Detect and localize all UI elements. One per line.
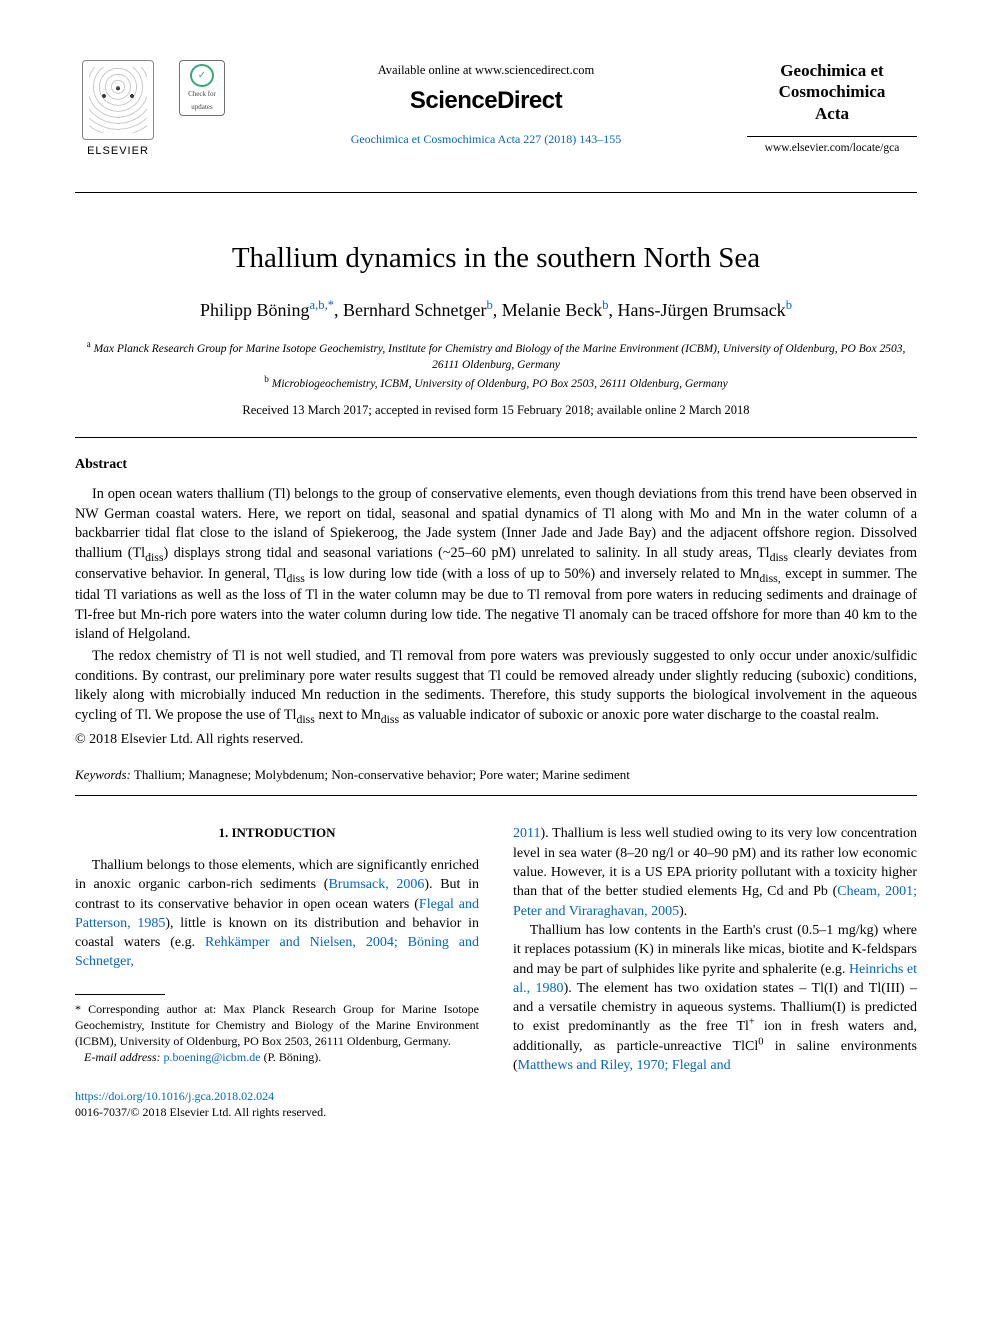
keywords-label: Keywords: <box>75 767 131 782</box>
author-3-affil-marks[interactable]: b <box>602 298 608 312</box>
ref-matthews-riley-1970[interactable]: Matthews and Riley, 1970; Flegal and <box>518 1058 731 1073</box>
author-1-corresponding-star[interactable]: * <box>328 298 334 312</box>
author-4: Hans-Jürgen Brumsackb <box>618 300 792 320</box>
ref-brumsack-2006[interactable]: Brumsack, 2006 <box>328 877 424 892</box>
ref-boning-schnetger-2011[interactable]: 2011 <box>513 826 540 841</box>
elsevier-logo: ELSEVIER <box>75 60 161 159</box>
corresponding-email-link[interactable]: p.boening@icbm.de <box>164 1050 261 1064</box>
elsevier-tree-icon <box>82 60 154 140</box>
issn-copyright-line: 0016-7037/© 2018 Elsevier Ltd. All right… <box>75 1104 479 1120</box>
sub-diss-2: diss <box>770 550 788 564</box>
intro-paragraph-1: Thallium belongs to those elements, whic… <box>75 856 479 972</box>
author-3: Melanie Beckb <box>502 300 609 320</box>
elsevier-wordmark: ELSEVIER <box>87 144 149 159</box>
bottom-block: https://doi.org/10.1016/j.gca.2018.02.02… <box>75 1088 479 1120</box>
available-online-line: Available online at www.sciencedirect.co… <box>243 62 729 79</box>
corresponding-author-footnote: * Corresponding author at: Max Planck Re… <box>75 1001 479 1050</box>
page-header: ELSEVIER ✓ Check for updates Available o… <box>75 60 917 190</box>
affiliation-b: b Microbiogeochemistry, ICBM, University… <box>75 373 917 392</box>
crossmark-label-1: Check for <box>188 90 216 99</box>
keywords-line: Keywords: Thallium; Managnese; Molybdenu… <box>75 766 917 784</box>
doi-link[interactable]: https://doi.org/10.1016/j.gca.2018.02.02… <box>75 1088 479 1104</box>
header-center: Available online at www.sciencedirect.co… <box>243 60 729 147</box>
right-column: 2011). Thallium is less well studied owi… <box>513 824 917 1120</box>
keywords-text: Thallium; Managnese; Molybdenum; Non-con… <box>131 767 630 782</box>
journal-url[interactable]: www.elsevier.com/locate/gca <box>747 141 917 157</box>
affiliation-a: a Max Planck Research Group for Marine I… <box>75 338 917 373</box>
sub-diss-6: diss <box>381 712 399 726</box>
abstract-heading: Abstract <box>75 456 917 475</box>
abstract-copyright: © 2018 Elsevier Ltd. All rights reserved… <box>75 731 917 750</box>
article-dates: Received 13 March 2017; accepted in revi… <box>75 402 917 419</box>
journal-rule <box>747 136 917 137</box>
author-1: Philipp Böninga,b,* <box>200 300 334 320</box>
author-1-affil-marks[interactable]: a,b, <box>310 298 328 312</box>
crossmark-label-2: updates <box>191 103 212 112</box>
author-4-name: Hans-Jürgen Brumsack <box>618 300 786 320</box>
abstract: Abstract In open ocean waters thallium (… <box>75 456 917 750</box>
intro-paragraph-1-cont: 2011). Thallium is less well studied owi… <box>513 824 917 921</box>
post-abstract-rule <box>75 795 917 796</box>
author-1-name: Philipp Böning <box>200 300 310 320</box>
paper-title: Thallium dynamics in the southern North … <box>75 239 917 278</box>
sub-diss-4: diss, <box>759 571 780 585</box>
author-3-name: Melanie Beck <box>502 300 602 320</box>
author-2: Bernhard Schnetgerb <box>343 300 493 320</box>
section-1-heading: 1. INTRODUCTION <box>75 824 479 842</box>
crossmark-check-icon: ✓ <box>190 64 214 87</box>
author-2-name: Bernhard Schnetger <box>343 300 486 320</box>
footnote-rule <box>75 994 165 995</box>
author-4-affil-marks[interactable]: b <box>786 298 792 312</box>
body-columns: 1. INTRODUCTION Thallium belongs to thos… <box>75 824 917 1120</box>
crossmark-badge[interactable]: ✓ Check for updates <box>179 60 225 116</box>
abstract-paragraph-1: In open ocean waters thallium (Tl) belon… <box>75 485 917 645</box>
sub-diss-3: diss <box>286 571 304 585</box>
journal-title: Geochimica etCosmochimicaActa <box>747 60 917 124</box>
citation-link[interactable]: Geochimica et Cosmochimica Acta 227 (201… <box>243 131 729 147</box>
pre-abstract-rule <box>75 437 917 438</box>
author-list: Philipp Böninga,b,*, Bernhard Schnetgerb… <box>75 298 917 322</box>
left-column: 1. INTRODUCTION Thallium belongs to thos… <box>75 824 479 1120</box>
affiliations: a Max Planck Research Group for Marine I… <box>75 338 917 392</box>
intro-paragraph-2: Thallium has low contents in the Earth's… <box>513 921 917 1076</box>
journal-box: Geochimica etCosmochimicaActa www.elsevi… <box>747 60 917 156</box>
sciencedirect-logo: ScienceDirect <box>243 85 729 117</box>
sub-diss-1: diss <box>145 550 163 564</box>
sub-diss-5: diss <box>296 712 314 726</box>
author-2-affil-marks[interactable]: b <box>486 298 492 312</box>
email-footnote: E-mail address: p.boening@icbm.de (P. Bö… <box>75 1049 479 1065</box>
header-rule <box>75 192 917 193</box>
abstract-paragraph-2: The redox chemistry of Tl is not well st… <box>75 647 917 727</box>
email-label: E-mail address: <box>84 1050 161 1064</box>
